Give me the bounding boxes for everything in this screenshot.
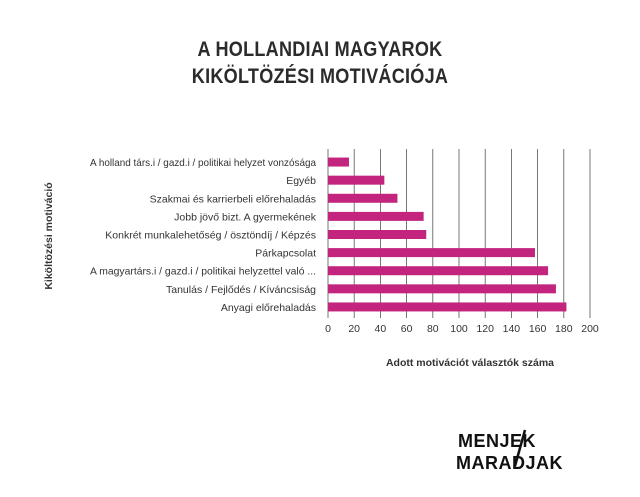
- category-label: A holland társ.i / gazd.i / politikai he…: [90, 157, 316, 169]
- x-tick-label: 60: [401, 323, 413, 335]
- x-tick-label: 200: [581, 323, 599, 335]
- bar: [328, 284, 556, 294]
- category-label: Tanulás / Fejlődés / Kíváncsiság: [166, 284, 316, 296]
- category-label: Anyagi előrehaladás: [221, 302, 316, 314]
- category-labels: A holland társ.i / gazd.i / politikai he…: [90, 157, 317, 314]
- bar: [328, 302, 567, 312]
- x-tick-label: 160: [529, 323, 547, 335]
- category-label: A magyartárs.i / gazd.i / politikai hely…: [90, 266, 316, 278]
- logo-slash-icon: [513, 429, 527, 467]
- chart-title-line-2: KIKÖLTÖZÉSI MOTIVÁCIÓJA: [191, 65, 449, 88]
- category-label: Jobb jövő bizt. A gyermekének: [174, 211, 317, 223]
- x-tick-label: 100: [450, 323, 468, 335]
- bar: [328, 248, 535, 258]
- bar: [328, 211, 424, 221]
- logo-line-2: MARADJAK: [456, 453, 563, 473]
- x-tick-label: 120: [476, 323, 494, 335]
- category-label: Egyéb: [286, 175, 316, 187]
- x-axis-label: Adott motivációt választók száma: [386, 357, 554, 369]
- chart-title-line-1: A HOLLANDIAI MAGYAROK: [197, 38, 443, 61]
- bar: [328, 266, 549, 276]
- chart-title: A HOLLANDIAI MAGYAROK KIKÖLTÖZÉSI MOTIVÁ…: [45, 36, 595, 90]
- bar: [328, 175, 385, 185]
- category-label: Szakmai és karrierbeli előrehaladás: [150, 193, 316, 205]
- x-tick-label: 180: [555, 323, 573, 335]
- category-label: Párkapcsolat: [255, 248, 316, 260]
- chart-bars: [328, 157, 567, 312]
- bar: [328, 193, 398, 203]
- bar: [328, 230, 427, 239]
- x-tick-label: 0: [325, 323, 331, 335]
- bar: [328, 157, 349, 167]
- y-axis-label: Kiköltözési motiváció: [43, 182, 55, 289]
- brand-logo: MENJEK MARADJAK: [456, 429, 563, 474]
- logo-line-1: MENJEK: [458, 431, 537, 451]
- x-tick-labels: 0 20 40 60 80 100 120 140 160 180 200: [325, 323, 599, 335]
- x-tick-label: 20: [348, 323, 360, 335]
- x-tick-label: 140: [503, 323, 521, 335]
- category-label: Konkrét munkalehetőség / ösztöndíj / Kép…: [105, 230, 316, 242]
- x-tick-label: 80: [427, 323, 439, 335]
- x-tick-label: 40: [375, 323, 387, 335]
